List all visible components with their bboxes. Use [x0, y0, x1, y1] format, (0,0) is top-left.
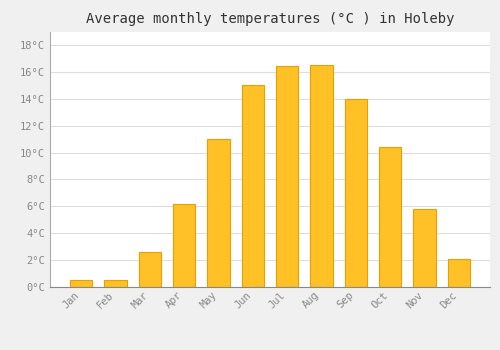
Bar — [70, 280, 92, 287]
Bar — [414, 209, 436, 287]
Bar — [242, 85, 264, 287]
Bar — [104, 280, 126, 287]
Title: Average monthly temperatures (°C ) in Holeby: Average monthly temperatures (°C ) in Ho… — [86, 12, 454, 26]
Bar — [448, 259, 470, 287]
Bar — [344, 99, 367, 287]
Bar — [173, 204, 196, 287]
Bar — [379, 147, 402, 287]
Bar — [310, 65, 332, 287]
Bar — [276, 66, 298, 287]
Bar — [208, 139, 230, 287]
Bar — [138, 252, 161, 287]
